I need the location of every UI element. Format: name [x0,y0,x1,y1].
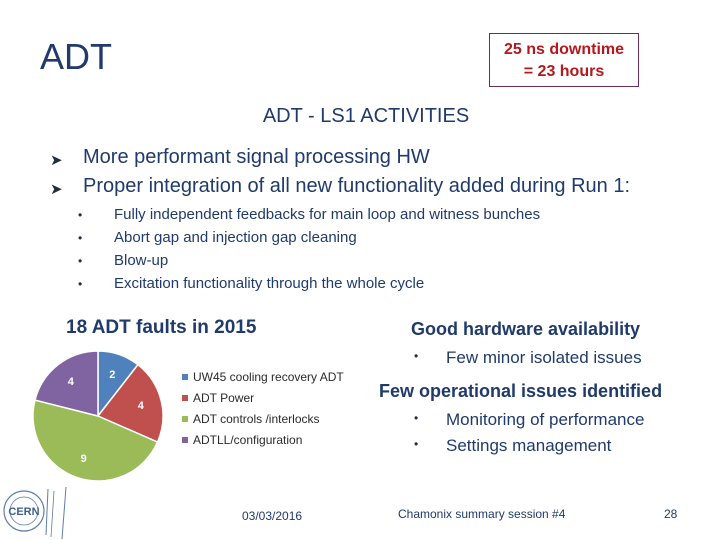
dot-bullet-icon: • [78,208,83,222]
downtime-callout: 25 ns downtime = 23 hours [489,33,639,87]
operational-item-1: Monitoring of performance [446,410,645,429]
dot-bullet-icon: • [414,349,419,363]
legend-swatch [182,437,188,443]
sub-bullet-1: Fully independent feedbacks for main loo… [114,206,541,223]
faults-pie-chart: 2 4 9 4 UW45 cooling recovery ADT ADT Power A… [32,350,344,482]
dot-bullet-icon: • [414,411,419,425]
slide-title: ADT [40,36,112,77]
arrow-bullet-icon: ➤ [50,152,63,169]
pie-data-label: 4 [138,400,145,412]
footer-session: Chamonix summary session #4 [398,507,566,521]
dot-bullet-icon: • [78,277,83,291]
legend-label: ADTLL/configuration [193,433,302,447]
availability-heading: Good hardware availability [411,319,641,339]
slide-subtitle: ADT - LS1 ACTIVITIES [262,105,470,127]
cern-logo-text: CERN [8,506,39,518]
legend-swatch [182,395,188,401]
footer-date: 03/03/2016 [242,509,303,523]
sub-bullet-2: Abort gap and injection gap cleaning [114,229,357,246]
pie-slice [34,350,99,417]
dot-bullet-icon: • [414,437,419,451]
legend-label: ADT controls /interlocks [193,412,320,426]
main-bullet-1: More performant signal processing HW [83,146,430,168]
legend-swatch [182,416,188,422]
operational-heading: Few operational issues identified [379,381,663,401]
dot-bullet-icon: • [78,231,83,245]
callout-line-1: 25 ns downtime [503,41,625,58]
pie-data-label: 9 [81,453,87,465]
dot-bullet-icon: • [78,254,83,268]
pie-slice [32,399,159,482]
pie-data-label: 4 [68,376,75,388]
sub-bullet-3: Blow-up [114,252,169,269]
legend-swatch [182,374,188,380]
faults-chart-title: 18 ADT faults in 2015 [66,317,257,338]
main-bullet-2: Proper integration of all new functional… [83,175,631,197]
cern-logo: CERN [3,486,67,540]
footer-page-number: 28 [664,507,678,521]
availability-item-1: Few minor isolated issues [446,348,642,367]
arrow-bullet-icon: ➤ [50,181,63,198]
operational-item-2: Settings management [446,436,612,455]
legend-label: UW45 cooling recovery ADT [193,370,344,384]
legend-label: ADT Power [193,391,254,405]
callout-line-2: = 23 hours [523,63,605,80]
sub-bullet-4: Excitation functionality through the who… [114,275,425,292]
pie-data-label: 2 [109,369,115,381]
